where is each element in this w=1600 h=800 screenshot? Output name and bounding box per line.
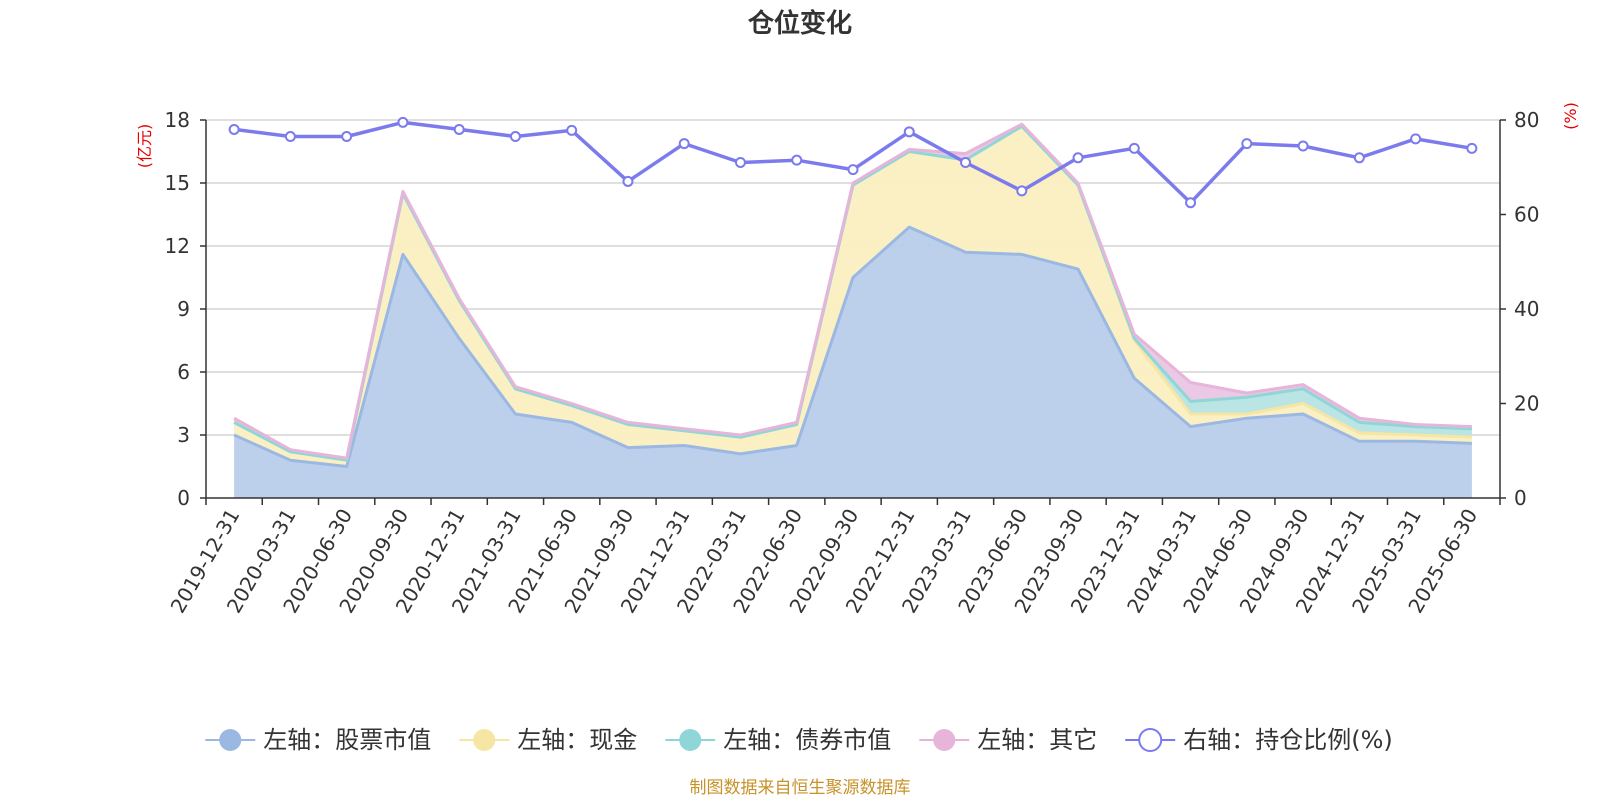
right-axis-tick-label: 0 — [1514, 486, 1527, 510]
legend-item: 左轴：其它 — [919, 726, 1097, 754]
right-axis-tick-label: 80 — [1514, 108, 1539, 132]
ratio-point — [622, 175, 634, 187]
ratio-point — [566, 124, 578, 136]
ratio-point — [1353, 152, 1365, 164]
left-axis-tick-label: 12 — [165, 234, 190, 258]
left-axis-unit: (亿元) — [135, 124, 154, 169]
legend-label: 左轴：债券市值 — [723, 726, 891, 754]
ratio-point — [509, 131, 521, 143]
right-axis-tick-label: 20 — [1514, 392, 1539, 416]
ratio-point — [453, 123, 465, 135]
left-axis-tick-label: 18 — [165, 108, 190, 132]
ratio-point — [397, 116, 409, 128]
legend-label: 左轴：其它 — [977, 726, 1097, 754]
legend-item: 左轴：股票市值 — [205, 726, 431, 754]
legend: 左轴：股票市值 左轴：现金 左轴：债券市值 左轴：其它 右轴：持仓比例(%) — [205, 726, 1393, 754]
legend-item: 左轴：债券市值 — [665, 726, 891, 754]
ratio-point — [1072, 152, 1084, 164]
right-axis-unit: (%) — [1561, 102, 1580, 130]
ratio-point — [1185, 197, 1197, 209]
ratio-point — [341, 131, 353, 143]
ratio-point — [1466, 142, 1478, 154]
legend-swatch-marker — [679, 729, 702, 751]
area-edge-series-4 — [233, 122, 1472, 460]
left-axis-tick-label: 15 — [165, 171, 190, 195]
left-axis-tick-label: 9 — [177, 297, 190, 321]
legend-label: 右轴：持仓比例(%) — [1183, 726, 1393, 754]
right-axis-tick-label: 40 — [1514, 297, 1539, 321]
legend-label: 左轴：股票市值 — [263, 726, 431, 754]
ratio-point — [847, 164, 859, 176]
ratio-point — [903, 126, 915, 138]
ratio-point — [1410, 133, 1422, 145]
chart-title: 仓位变化 — [747, 8, 852, 39]
legend-item: 左轴：现金 — [459, 726, 637, 754]
legend-swatch-marker — [1138, 728, 1163, 752]
ratio-point — [734, 157, 746, 169]
ratio-point — [284, 131, 296, 143]
ratio-line — [228, 116, 1478, 209]
ratio-point — [791, 154, 803, 166]
source-note: 制图数据来自恒生聚源数据库 — [690, 778, 911, 798]
area-series-2 — [234, 126, 1472, 467]
legend-swatch-marker — [219, 729, 242, 751]
ratio-point — [678, 138, 690, 150]
left-axis-tick-label: 3 — [177, 423, 190, 447]
ratio-point — [1297, 140, 1309, 152]
ratio-point — [1016, 185, 1028, 197]
ratio-point — [1241, 138, 1253, 150]
legend-swatch-marker — [473, 729, 496, 751]
ratio-point — [228, 123, 240, 135]
legend-item: 右轴：持仓比例(%) — [1125, 726, 1393, 754]
area-series-1 — [234, 227, 1472, 498]
area-edge-series-1 — [233, 225, 1472, 468]
left-axis-tick-label: 0 — [177, 486, 190, 510]
ratio-point — [1128, 142, 1140, 154]
right-axis-tick-label: 60 — [1514, 203, 1539, 227]
ratio-point — [960, 157, 972, 169]
legend-label: 左轴：现金 — [517, 726, 637, 754]
left-axis-tick-label: 6 — [177, 360, 190, 384]
legend-swatch-marker — [933, 729, 956, 751]
stacked-areas — [233, 122, 1472, 498]
